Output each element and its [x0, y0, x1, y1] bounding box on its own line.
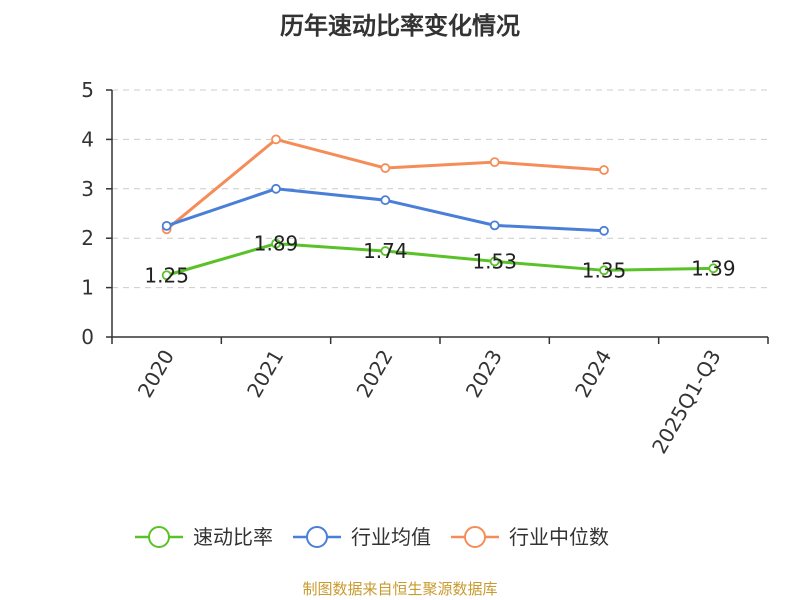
data-point[interactable]	[380, 246, 391, 256]
y-tick-label: 0	[81, 325, 94, 349]
legend-item[interactable]: 行业中位数	[451, 525, 609, 549]
legend-label: 行业中位数	[509, 525, 609, 549]
legend-marker	[148, 526, 170, 548]
data-point[interactable]	[489, 256, 500, 267]
data-label: 1.53	[472, 249, 517, 273]
data-label: 1.35	[582, 258, 627, 282]
data-point[interactable]	[599, 265, 609, 276]
data-point[interactable]	[708, 263, 719, 274]
legend-label: 行业均值	[351, 525, 431, 549]
legend-item[interactable]: 行业均值	[293, 525, 431, 549]
legend[interactable]: 速动比率 行业均值 行业中位数	[135, 525, 609, 549]
data-label: 1.74	[363, 239, 408, 263]
data-point[interactable]	[599, 225, 609, 236]
source-note: 制图数据来自恒生聚源数据库	[302, 580, 498, 598]
data-point[interactable]	[271, 238, 281, 249]
data-label: 1.39	[691, 256, 736, 280]
x-tick-label: 2025Q1-Q3	[647, 346, 726, 458]
x-tick-label: 2023	[461, 345, 507, 401]
data-point[interactable]	[271, 134, 281, 145]
series-lines	[161, 134, 719, 281]
legend-label: 速动比率	[193, 525, 273, 549]
gridlines	[112, 89, 768, 289]
legend-marker	[464, 526, 486, 548]
data-point[interactable]	[161, 270, 172, 281]
y-tick-label: 5	[81, 78, 94, 102]
data-point[interactable]	[271, 183, 281, 194]
y-tick-label: 3	[81, 177, 94, 201]
chart-title: 历年速动比率变化情况	[280, 12, 520, 40]
y-tick-label: 2	[81, 226, 94, 250]
legend-item[interactable]: 速动比率	[135, 525, 273, 549]
x-tick-label: 2020	[133, 346, 179, 402]
data-labels: 1.25 1.89 1.74 1.53 1.35 1.39	[144, 232, 735, 288]
data-point[interactable]	[161, 220, 172, 231]
y-tick-label: 1	[81, 276, 94, 300]
data-point[interactable]	[380, 195, 391, 206]
series-line	[166, 242, 714, 277]
x-tick-label: 2022	[351, 346, 397, 402]
x-tick-label: 2021	[242, 346, 288, 402]
data-point[interactable]	[489, 220, 500, 231]
data-point[interactable]	[599, 165, 609, 175]
data-label: 1.25	[144, 263, 189, 287]
legend-marker	[306, 526, 328, 548]
y-tick-label: 4	[81, 127, 94, 151]
series-line	[166, 187, 605, 233]
data-label: 1.89	[254, 232, 299, 256]
series-line	[165, 137, 605, 231]
data-point[interactable]	[489, 157, 500, 168]
data-point[interactable]	[380, 163, 391, 173]
x-tick-label: 2024	[570, 346, 616, 402]
